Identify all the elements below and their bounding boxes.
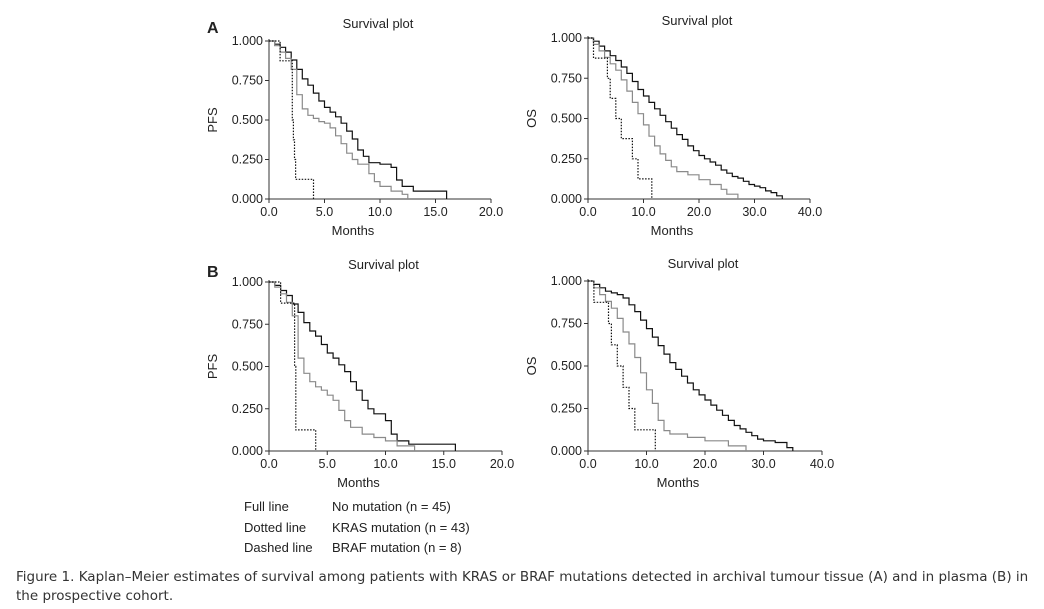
legend-label: BRAF mutation (n = 8) — [332, 540, 462, 555]
y-tick-label: 0.750 — [232, 74, 263, 88]
y-tick-label: 0.500 — [551, 359, 582, 373]
x-tick-label: 5.0 — [316, 205, 333, 219]
y-tick-label: 0.250 — [551, 402, 582, 416]
legend-key: Full line — [244, 499, 289, 514]
y-tick-label: 0.250 — [551, 152, 582, 166]
x-tick-label: 40.0 — [798, 205, 822, 219]
caption-lead: Figure 1. — [16, 569, 75, 585]
x-tick-label: 0.0 — [260, 457, 277, 471]
survival-curve-dotted — [269, 40, 409, 199]
y-axis-label: OS — [524, 109, 539, 128]
survival-curve-dotted — [269, 281, 416, 451]
y-axis-label: PFS — [205, 354, 220, 380]
y-tick-label: 1.000 — [232, 34, 263, 48]
legend: Full line No mutation (n = 45) Dotted li… — [244, 497, 470, 559]
x-axis-label: Months — [651, 223, 694, 238]
legend-key: Dotted line — [244, 519, 307, 535]
y-tick-label: 1.000 — [551, 31, 582, 45]
legend-row-dotted: Dotted line KRAS mutation (n = 43) — [244, 518, 470, 539]
y-tick-label: 0.000 — [551, 192, 582, 206]
y-tick-label: 0.750 — [232, 317, 263, 331]
x-tick-label: 10.0 — [634, 457, 658, 471]
panel-label: A — [207, 20, 219, 37]
y-tick-label: 0.750 — [551, 71, 582, 85]
x-tick-label: 15.0 — [432, 457, 456, 471]
chart-title: Survival plot — [348, 257, 419, 272]
x-tick-label: 5.0 — [319, 457, 336, 471]
y-tick-label: 0.000 — [232, 444, 263, 458]
chart-title: Survival plot — [343, 16, 414, 31]
x-tick-label: 20.0 — [693, 457, 717, 471]
x-tick-label: 30.0 — [751, 457, 775, 471]
x-tick-label: 20.0 — [479, 205, 503, 219]
y-tick-label: 0.500 — [551, 112, 582, 126]
y-tick-label: 0.750 — [551, 317, 582, 331]
chart-title: Survival plot — [668, 256, 739, 271]
survival-curve-dashed — [588, 37, 653, 199]
survival-curve-dotted — [588, 280, 747, 451]
x-tick-label: 0.0 — [579, 457, 596, 471]
y-tick-label: 0.000 — [232, 192, 263, 206]
y-tick-label: 0.250 — [232, 402, 263, 416]
survival-curve-full — [588, 37, 783, 199]
y-tick-label: 0.500 — [232, 360, 263, 374]
survival-curve-full — [269, 281, 456, 451]
figure-caption: Figure 1. Kaplan–Meier estimates of surv… — [16, 568, 1036, 606]
x-tick-label: 20.0 — [687, 205, 711, 219]
panel-label: B — [207, 264, 219, 281]
legend-row-dashed: Dashed line BRAF mutation (n = 8) — [244, 538, 470, 559]
x-axis-label: Months — [332, 223, 375, 238]
y-tick-label: 0.250 — [232, 153, 263, 167]
legend-label: KRAS mutation (n = 43) — [332, 519, 470, 535]
survival-curve-full — [269, 40, 448, 199]
y-tick-label: 1.000 — [232, 275, 263, 289]
x-axis-label: Months — [657, 475, 700, 490]
y-axis-label: PFS — [205, 107, 220, 133]
x-tick-label: 10.0 — [631, 205, 655, 219]
y-tick-label: 1.000 — [551, 274, 582, 288]
survival-curve-full — [588, 280, 794, 451]
survival-curve-dashed — [588, 280, 656, 451]
x-tick-label: 20.0 — [490, 457, 514, 471]
x-tick-label: 0.0 — [260, 205, 277, 219]
caption-text: Kaplan–Meier estimates of survival among… — [16, 569, 1029, 604]
legend-row-full: Full line No mutation (n = 45) — [244, 497, 470, 518]
legend-key: Dashed line — [244, 540, 313, 555]
x-axis-label: Months — [337, 475, 380, 490]
survival-curve-dotted — [588, 37, 739, 199]
x-tick-label: 10.0 — [373, 457, 397, 471]
chart-title: Survival plot — [662, 13, 733, 28]
legend-label: No mutation (n = 45) — [332, 499, 451, 514]
x-tick-label: 0.0 — [579, 205, 596, 219]
y-tick-label: 0.500 — [232, 113, 263, 127]
y-axis-label: OS — [524, 356, 539, 375]
x-tick-label: 30.0 — [742, 205, 766, 219]
x-tick-label: 10.0 — [368, 205, 392, 219]
x-tick-label: 40.0 — [810, 457, 834, 471]
survival-curve-dashed — [269, 40, 315, 199]
x-tick-label: 15.0 — [423, 205, 447, 219]
y-tick-label: 0.000 — [551, 444, 582, 458]
